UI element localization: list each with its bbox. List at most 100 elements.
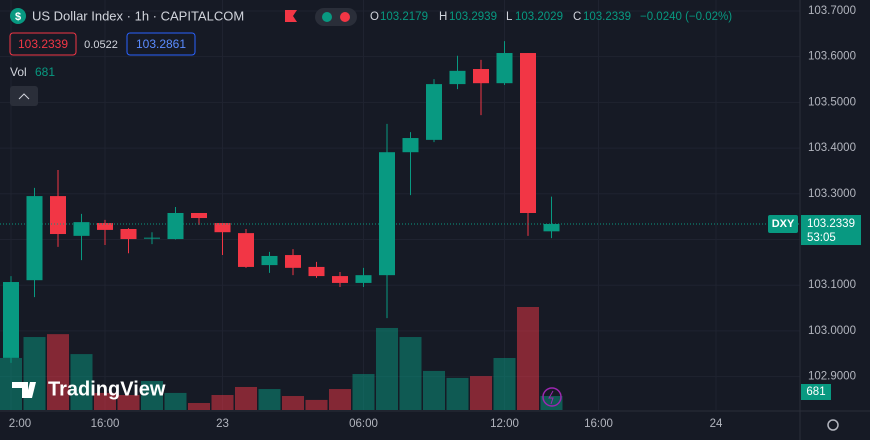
x-tick-label: 24 — [710, 418, 723, 430]
candle-body — [473, 69, 489, 84]
ohlc-value: 103.2939 — [449, 11, 497, 23]
candle-body — [496, 53, 513, 84]
volume-bar — [47, 334, 69, 410]
candle-body — [214, 223, 231, 233]
x-tick-label: 12:00 — [490, 418, 519, 430]
volume-bar — [423, 370, 445, 410]
x-tick-label: 16:00 — [584, 418, 613, 430]
volume-bar — [188, 403, 210, 410]
x-tick-label: 16:00 — [91, 418, 120, 430]
sell-price: 103.2339 — [18, 37, 68, 51]
candle-body — [144, 237, 160, 239]
x-tick-label: 2:00 — [9, 418, 31, 430]
last-price-tag: 103.2339 — [807, 218, 855, 230]
x-tick-label: 23 — [216, 418, 229, 430]
chart-title[interactable]: US Dollar Index · 1h · CAPITALCOM — [32, 8, 244, 23]
volume-bar — [493, 357, 516, 410]
status-pill[interactable] — [315, 8, 357, 26]
y-tick-label: 103.3000 — [808, 188, 856, 200]
volume-bar — [329, 389, 351, 410]
volume-value: 681 — [35, 65, 55, 79]
candle-body — [73, 222, 90, 236]
sell-button[interactable] — [9, 32, 77, 56]
symbol-tag: DXY — [772, 218, 795, 230]
candle-body — [379, 152, 395, 276]
candle-body — [332, 276, 348, 283]
logo: TradingView — [48, 378, 166, 400]
settings-icon[interactable] — [827, 419, 839, 431]
collapse-button[interactable] — [10, 86, 38, 106]
price-tag-box — [801, 215, 861, 246]
candle-body — [426, 84, 442, 140]
symbol-icon-glyph: $ — [15, 11, 21, 23]
candle-body — [285, 255, 301, 268]
buy-price: 103.2861 — [136, 37, 186, 51]
symbol-tag-box — [768, 215, 798, 234]
volume-bar — [23, 337, 46, 410]
y-tick-label: 103.7000 — [808, 5, 856, 17]
candle-body — [520, 53, 536, 213]
candle-body — [50, 196, 66, 235]
volume-bar — [446, 377, 469, 410]
ohlc-label: O — [370, 11, 379, 23]
volume-bar — [376, 327, 398, 410]
candle-body — [261, 255, 278, 266]
logo-icon — [12, 382, 36, 398]
volume-bar — [258, 389, 281, 410]
candle-body — [402, 138, 419, 153]
y-tick-label: 102.9000 — [808, 371, 856, 383]
volume-bar — [235, 386, 257, 410]
y-tick-label: 103.6000 — [808, 51, 856, 63]
candle-body — [26, 196, 43, 281]
candle-body — [3, 282, 19, 358]
ohlc-value: 103.2179 — [380, 11, 428, 23]
volume-label: Vol — [10, 65, 27, 79]
volume-bar — [399, 337, 422, 410]
event-glyph — [548, 390, 554, 405]
buy-button[interactable] — [126, 32, 196, 56]
volume-bar — [282, 396, 304, 410]
ohlc-label: C — [573, 11, 581, 23]
volume-bar — [94, 392, 116, 410]
ohlc-value: 103.2339 — [583, 11, 631, 23]
collapse-icon — [18, 93, 30, 100]
candle-body — [449, 70, 466, 85]
candle-body — [238, 233, 254, 267]
ohlc-value: 103.2029 — [515, 11, 563, 23]
volume-tag: 681 — [806, 386, 825, 398]
volume-bar — [0, 357, 22, 410]
volume-bar — [164, 392, 187, 410]
candle-body — [167, 212, 184, 240]
candle-body — [355, 275, 372, 283]
volume-bar — [211, 394, 234, 410]
y-tick-label: 103.4000 — [808, 142, 856, 154]
volume-bar — [517, 307, 539, 410]
volume-tag-box — [801, 384, 831, 400]
candle-body — [97, 223, 113, 230]
event-icon[interactable] — [542, 387, 562, 407]
flag-icon[interactable] — [285, 10, 297, 22]
status-dot — [340, 12, 350, 22]
ohlc-label: H — [439, 11, 447, 23]
volume-bar — [117, 394, 140, 410]
volume-bar — [470, 376, 492, 410]
y-tick-label: 103.1000 — [808, 279, 856, 291]
y-tick-label: 103.5000 — [808, 96, 856, 108]
x-tick-label: 06:00 — [349, 418, 378, 430]
candle-body — [308, 266, 325, 277]
y-tick-label: 103.0000 — [808, 325, 856, 337]
volume-bar — [305, 399, 328, 410]
candle-body — [543, 224, 560, 232]
ohlc-label: L — [506, 11, 513, 23]
status-dot — [322, 12, 332, 22]
volume-bar — [141, 381, 163, 410]
candle-body — [191, 212, 207, 219]
ohlc-change: −0.0240 (−0.02%) — [640, 11, 732, 23]
volume-bar — [70, 354, 93, 410]
volume-bar — [352, 374, 375, 410]
symbol-icon[interactable] — [10, 8, 26, 24]
candle-body — [120, 228, 137, 240]
countdown: 53:05 — [807, 232, 836, 244]
